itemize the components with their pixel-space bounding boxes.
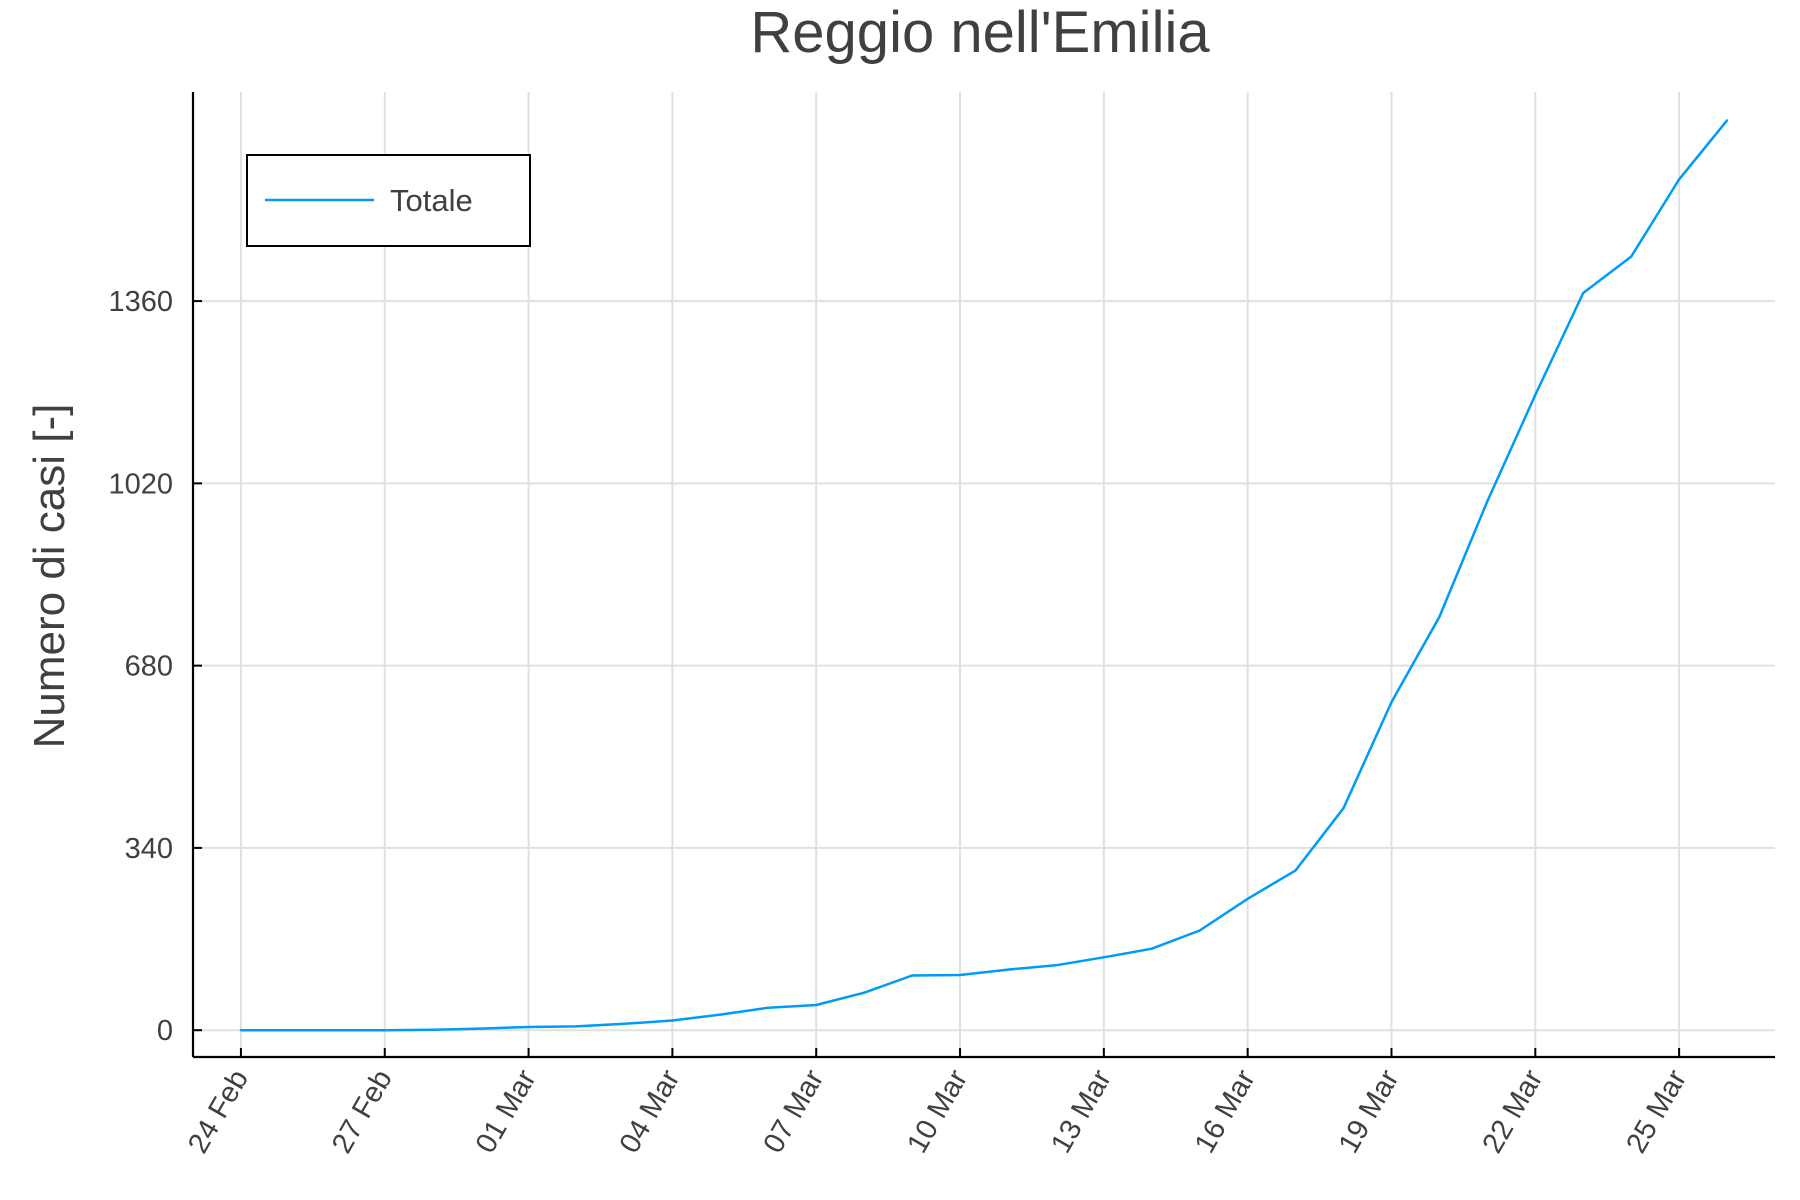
data-point — [767, 1006, 770, 1009]
data-point — [1438, 615, 1441, 619]
data-point — [1246, 897, 1249, 900]
y-tick-label-4: 1360 — [108, 286, 173, 318]
data-point — [1054, 964, 1058, 967]
data-point — [1198, 929, 1201, 932]
series — [239, 119, 1729, 1032]
y-tick-label-2: 680 — [125, 651, 173, 683]
data-point — [1342, 807, 1345, 810]
axes — [191, 92, 1775, 1059]
y-axis-label: Numero di casi [-] — [25, 404, 74, 749]
x-tick-label-8: 19 Mar — [1333, 1064, 1406, 1158]
data-point — [1006, 968, 1010, 971]
legend: Totale — [246, 154, 531, 247]
x-tick-label-10: 25 Mar — [1620, 1064, 1693, 1158]
y-tick-label-1: 340 — [125, 833, 173, 865]
data-point — [671, 1019, 674, 1022]
data-point — [527, 1025, 530, 1029]
data-point — [1534, 393, 1537, 397]
data-point — [1150, 947, 1154, 950]
data-point — [1102, 956, 1106, 959]
data-point — [910, 974, 914, 977]
series-line-totale — [240, 119, 1729, 1032]
data-point — [958, 973, 962, 977]
x-tick-label-1: 27 Feb — [326, 1065, 399, 1159]
data-point — [479, 1027, 482, 1030]
x-tick-label-2: 01 Mar — [470, 1064, 543, 1158]
y-tick-label-3: 1020 — [108, 468, 173, 500]
chart-title: Reggio nell'Emilia — [750, 0, 1210, 65]
data-point — [575, 1025, 578, 1028]
x-tick-label-0: 24 Feb — [182, 1065, 255, 1159]
data-point — [623, 1022, 626, 1025]
x-tick-label-3: 04 Mar — [614, 1064, 687, 1158]
data-point — [719, 1013, 722, 1016]
y-tick-label-0: 0 — [157, 1015, 173, 1047]
legend-label-totale: Totale — [390, 183, 473, 218]
ticks: 24 Feb 27 Feb 01 Mar 04 Mar 07 Mar 10 Mar 13 M… — [108, 286, 1693, 1159]
data-point — [287, 1029, 291, 1032]
data-point — [431, 1028, 434, 1031]
x-tick-label-7: 16 Mar — [1189, 1064, 1262, 1158]
data-point — [1390, 700, 1393, 704]
x-tick-label-9: 22 Mar — [1477, 1064, 1550, 1158]
data-point — [239, 1029, 243, 1032]
data-point — [1630, 255, 1633, 258]
data-point — [1294, 869, 1297, 872]
data-point — [1486, 499, 1489, 503]
x-tick-label-5: 10 Mar — [901, 1064, 974, 1158]
data-point — [815, 1003, 818, 1007]
data-point — [863, 991, 866, 994]
data-point — [1582, 291, 1585, 295]
data-point — [335, 1029, 338, 1032]
x-tick-label-4: 07 Mar — [757, 1064, 830, 1158]
data-point — [1677, 178, 1681, 181]
data-point — [383, 1029, 386, 1032]
data-point — [1725, 119, 1729, 122]
x-tick-label-6: 13 Mar — [1045, 1064, 1118, 1158]
